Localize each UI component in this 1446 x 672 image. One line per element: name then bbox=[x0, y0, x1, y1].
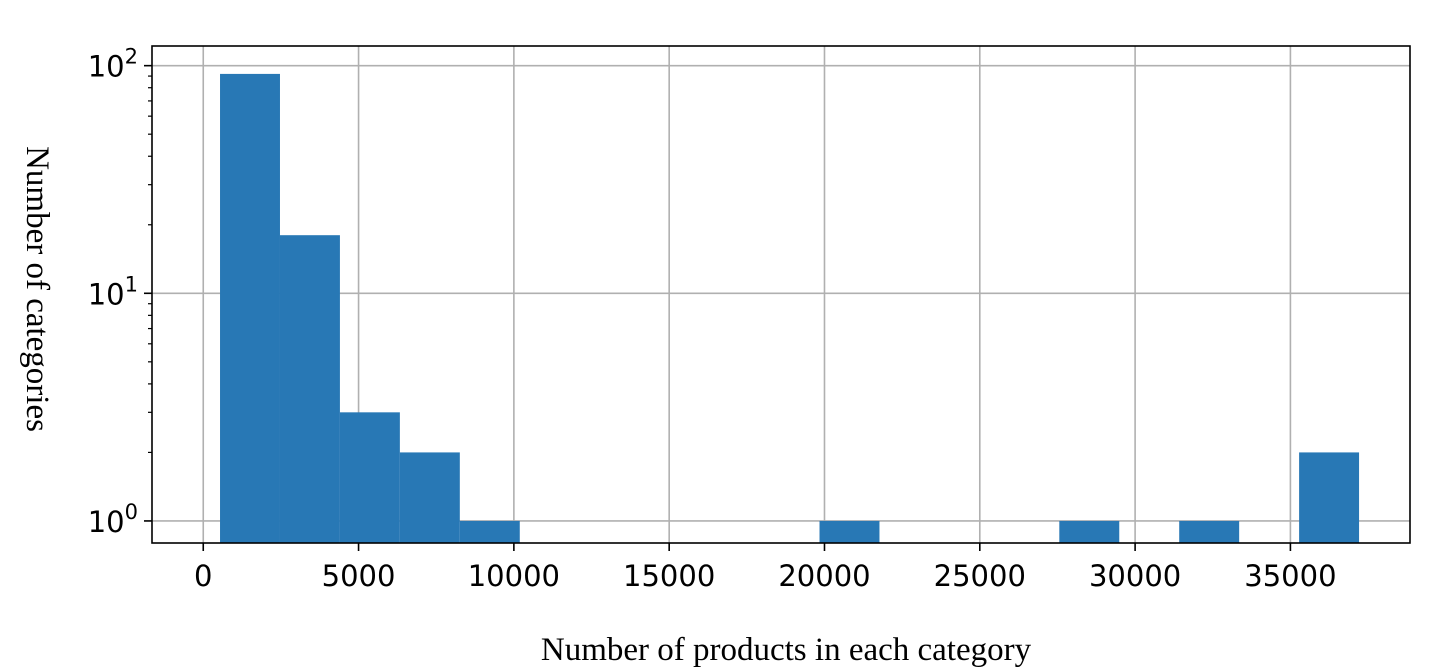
x-tick-label: 25000 bbox=[934, 559, 1026, 593]
histogram-bar bbox=[459, 520, 520, 543]
histogram-bars bbox=[220, 73, 1360, 543]
histogram-bar bbox=[1059, 520, 1120, 543]
histogram-bar bbox=[339, 412, 400, 543]
y-tick-label: 100 bbox=[88, 500, 138, 539]
x-tick-label: 5000 bbox=[322, 559, 396, 593]
histogram-bar bbox=[399, 452, 460, 543]
y-axis-ticks: 100 101 102 bbox=[88, 45, 152, 539]
y-tick-label: 101 bbox=[88, 272, 138, 311]
x-axis-ticks: 0 5000 10000 15000 20000 25000 30000 35000 bbox=[194, 543, 1337, 593]
x-tick-label: 10000 bbox=[468, 559, 560, 593]
histogram-bar bbox=[1299, 452, 1360, 543]
x-tick-label: 30000 bbox=[1089, 559, 1181, 593]
histogram-bar bbox=[220, 73, 280, 543]
x-tick-label: 35000 bbox=[1244, 559, 1336, 593]
x-tick-label: 15000 bbox=[623, 559, 715, 593]
plot-frame bbox=[151, 45, 1411, 544]
histogram-bar bbox=[819, 520, 880, 543]
x-tick-label: 0 bbox=[194, 559, 212, 593]
y-axis-title: Number of categories bbox=[19, 146, 55, 432]
x-axis-title: Number of products in each category bbox=[541, 632, 1032, 668]
histogram-bar bbox=[1179, 520, 1240, 543]
y-tick-label: 102 bbox=[88, 45, 138, 84]
x-tick-label: 20000 bbox=[778, 559, 870, 593]
histogram-bar bbox=[279, 235, 340, 543]
